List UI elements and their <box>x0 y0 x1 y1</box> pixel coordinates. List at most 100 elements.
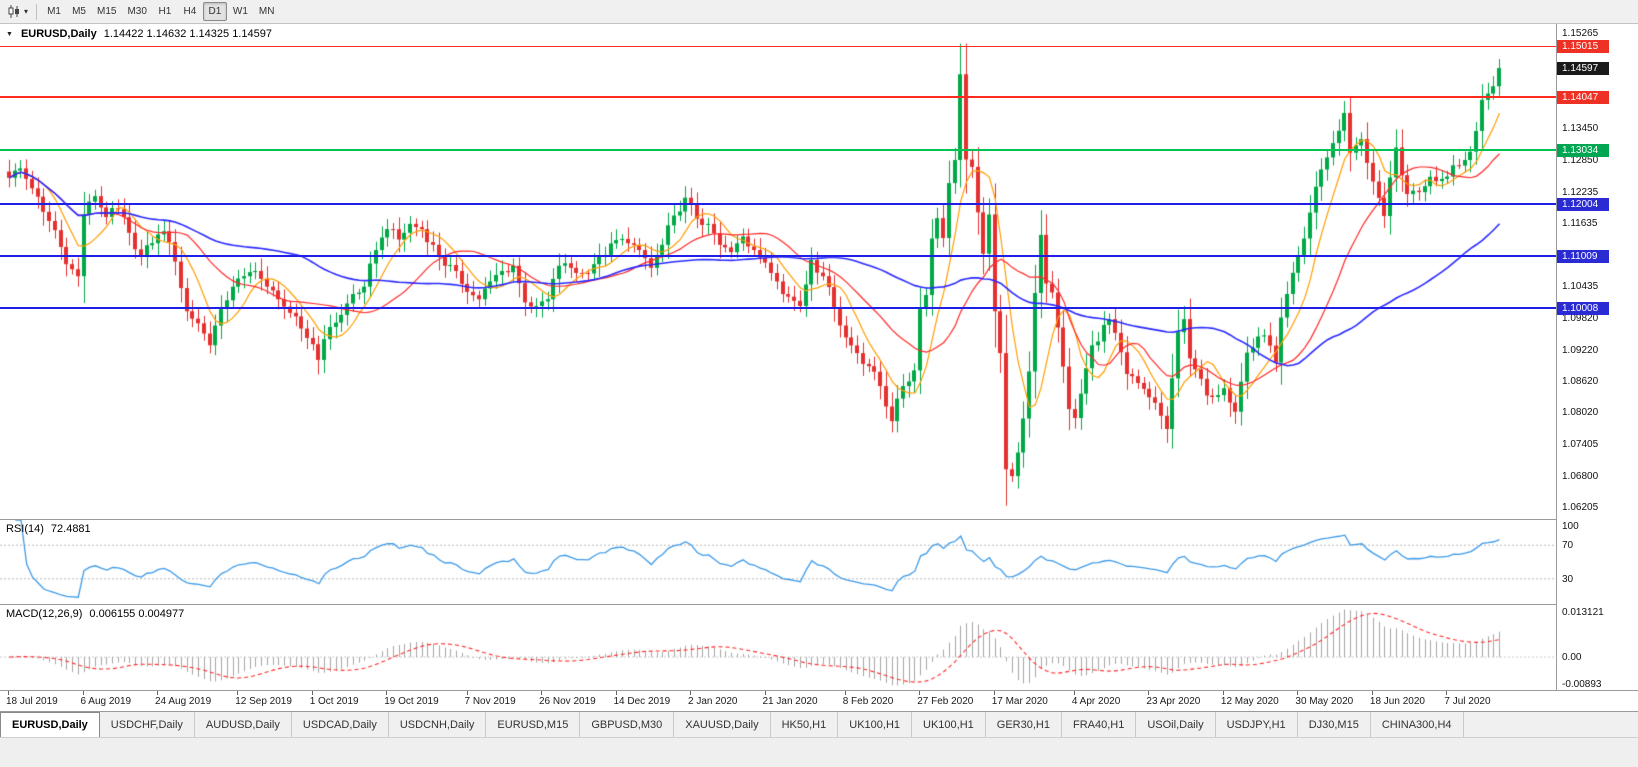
date-label: 2 Jan 2020 <box>688 696 738 707</box>
timeframe-button-m5[interactable]: M5 <box>72 6 86 17</box>
chart-ohlc-values: 1.14422 1.14632 1.14325 1.14597 <box>103 28 272 40</box>
macd-current-values: 0.006155 0.004977 <box>89 608 185 620</box>
chart-tab-usdjpy-h1[interactable]: USDJPY,H1 <box>1215 712 1298 737</box>
date-label: 26 Nov 2019 <box>539 696 596 707</box>
macd-scale-label: 0.013121 <box>1562 607 1604 618</box>
date-label: 12 Sep 2019 <box>235 696 292 707</box>
timeframe-button-m30[interactable]: M30 <box>127 6 147 17</box>
price-scale-label: 1.06205 <box>1562 502 1599 514</box>
macd-indicator-canvas[interactable] <box>0 605 1556 690</box>
chart-tabs-bar: EURUSD,Daily USDCHF,Daily AUDUSD,Daily USDC… <box>0 711 1638 737</box>
time-axis-tick <box>844 691 846 695</box>
date-label: 17 Mar 2020 <box>991 696 1048 707</box>
chart-tab-fra40-h1[interactable]: FRA40,H1 <box>1061 712 1137 737</box>
chart-type-button[interactable]: ▾ <box>4 2 31 22</box>
horizontal-line-1.15015[interactable] <box>0 45 1556 47</box>
timeframe-button-d1[interactable]: D1 <box>202 2 227 21</box>
chart-tab-dj30-m15[interactable]: DJ30,M15 <box>1297 712 1371 737</box>
rsi-indicator-canvas[interactable] <box>0 520 1556 604</box>
timeframe-button-mn[interactable]: MN <box>258 6 275 17</box>
time-axis-tick <box>82 691 84 695</box>
chart-tab-usoil-daily[interactable]: USOil,Daily <box>1136 712 1216 737</box>
price-scale-label: 1.15265 <box>1562 28 1599 40</box>
chart-tab-ger30-h1[interactable]: GER30,H1 <box>985 712 1062 737</box>
date-label: 7 Nov 2019 <box>464 696 516 707</box>
macd-title: MACD(12,26,9) 0.006155 0.004977 <box>6 608 184 620</box>
chart-tab-gbpusd-m30[interactable]: GBPUSD,M30 <box>580 712 675 737</box>
panel-splitter[interactable] <box>0 519 1638 520</box>
macd-scale-label: 0.00 <box>1562 652 1582 664</box>
date-label: 23 Apr 2020 <box>1146 696 1201 707</box>
date-label: 27 Feb 2020 <box>917 696 974 707</box>
price-chart-canvas[interactable] <box>0 24 1556 519</box>
time-axis-tick <box>386 691 388 695</box>
time-axis[interactable]: 18 Jul 2019 6 Aug 2019 24 Aug 2019 12 Sep 2… <box>0 690 1638 711</box>
date-label: 18 Jul 2019 <box>6 696 58 707</box>
toolbar-separator <box>36 3 38 20</box>
timeframe-button-w1[interactable]: W1 <box>232 6 248 17</box>
price-scale[interactable]: 1.15265 1.13450 1.12850 1.12235 1.11635 1.104… <box>1556 24 1638 690</box>
time-axis-tick <box>311 691 313 695</box>
timeframe-button-m1[interactable]: M1 <box>47 6 61 17</box>
price-scale-label: 1.12235 <box>1562 186 1599 198</box>
date-label: 4 Apr 2020 <box>1071 696 1121 707</box>
price-scale-label: 1.13450 <box>1562 123 1599 135</box>
rsi-scale-label: 70 <box>1562 540 1574 552</box>
top-toolbar: ▾ M1 M5 M15 M30 H1 H4 D1 W1 MN <box>0 0 1638 24</box>
date-label: 18 Jun 2020 <box>1369 696 1425 707</box>
time-axis-tick <box>993 691 995 695</box>
price-badge-1.14597: 1.14597 <box>1557 62 1609 76</box>
horizontal-line-1.10008[interactable] <box>0 307 1556 310</box>
collapse-panel-icon[interactable]: ▼ <box>6 30 13 38</box>
chart-tab-eurusd-m15[interactable]: EURUSD,M15 <box>486 712 581 737</box>
date-label: 21 Jan 2020 <box>762 696 818 707</box>
time-axis-tick <box>1148 691 1150 695</box>
time-axis-tick <box>541 691 542 695</box>
time-axis-tick <box>8 691 9 695</box>
price-scale-label: 1.11635 <box>1562 218 1598 230</box>
chart-tab-hk50-h1[interactable]: HK50,H1 <box>770 712 839 737</box>
time-axis-tick <box>1371 691 1373 695</box>
price-scale-label: 1.10435 <box>1562 280 1599 292</box>
chart-tab-xauusd-daily[interactable]: XAUUSD,Daily <box>674 712 771 737</box>
chart-symbol-label: EURUSD,Daily <box>20 28 97 40</box>
horizontal-line-1.12004[interactable] <box>0 202 1556 205</box>
date-label: 12 May 2020 <box>1220 696 1279 707</box>
timeframe-button-group: M1 M5 M15 M30 H1 H4 D1 W1 MN <box>42 2 279 21</box>
chart-tab-usdcad-daily[interactable]: USDCAD,Daily <box>291 712 389 737</box>
chart-tab-uk100-h1[interactable]: UK100,H1 <box>912 712 986 737</box>
date-label: 7 Jul 2020 <box>1444 696 1491 707</box>
rsi-scale-label: 100 <box>1562 521 1579 532</box>
chart-tab-uk100-h1[interactable]: UK100,H1 <box>838 712 913 737</box>
rsi-title: RSI(14) 72.4881 <box>6 523 91 535</box>
macd-indicator-name: MACD(12,26,9) <box>6 608 83 620</box>
panel-splitter[interactable] <box>0 604 1638 605</box>
chart-title: ▼ EURUSD,Daily 1.14422 1.14632 1.14325 1… <box>6 28 272 40</box>
status-bar <box>0 737 1638 767</box>
rsi-current-value: 72.4881 <box>50 523 91 535</box>
price-badge-1.13034: 1.13034 <box>1557 143 1609 157</box>
chart-tab-eurusd-daily[interactable]: EURUSD,Daily <box>0 712 100 737</box>
macd-scale-label: -0.00893 <box>1562 679 1602 690</box>
horizontal-line-1.13034[interactable] <box>0 148 1556 151</box>
timeframe-button-h1[interactable]: H1 <box>158 6 172 17</box>
time-axis-tick <box>466 691 468 695</box>
chart-tab-audusd-daily[interactable]: AUDUSD,Daily <box>194 712 292 737</box>
horizontal-line-1.11009[interactable] <box>0 254 1556 257</box>
price-scale-label: 1.09820 <box>1562 313 1599 325</box>
dropdown-caret-icon[interactable]: ▾ <box>24 7 29 16</box>
horizontal-line-1.14047[interactable] <box>0 95 1556 98</box>
chart-tab-china300-h4[interactable]: CHINA300,H4 <box>1370 712 1464 737</box>
time-axis-tick <box>919 691 921 695</box>
price-badge-1.12004: 1.12004 <box>1557 197 1609 211</box>
date-label: 14 Dec 2019 <box>613 696 671 707</box>
timeframe-button-h4[interactable]: H4 <box>183 6 197 17</box>
date-label: 30 May 2020 <box>1295 696 1354 707</box>
chart-tab-usdchf-daily[interactable]: USDCHF,Daily <box>99 712 195 737</box>
chart-tab-usdcnh-daily[interactable]: USDCNH,Daily <box>388 712 487 737</box>
price-badge-1.14047: 1.14047 <box>1557 90 1609 104</box>
date-label: 1 Oct 2019 <box>309 696 359 707</box>
date-label: 24 Aug 2019 <box>155 696 212 707</box>
timeframe-button-m15[interactable]: M15 <box>97 6 117 17</box>
